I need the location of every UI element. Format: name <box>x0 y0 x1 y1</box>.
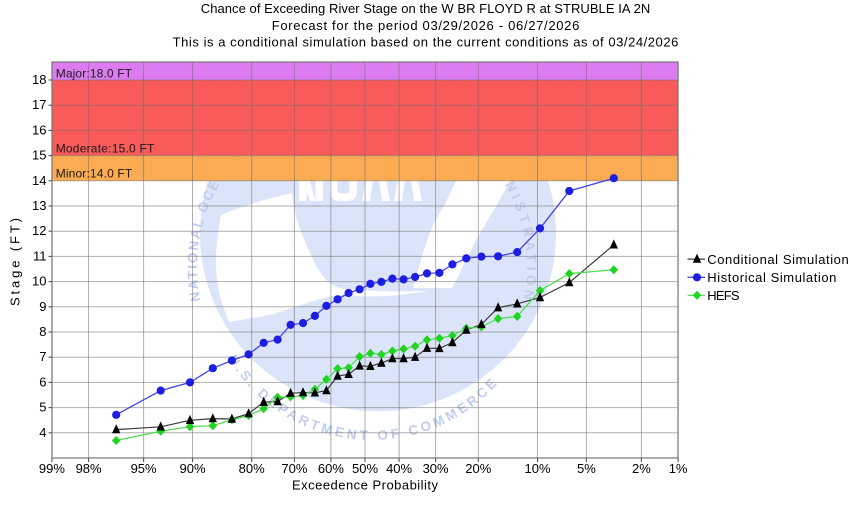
svg-text:8: 8 <box>39 324 46 339</box>
svg-text:5: 5 <box>39 400 46 415</box>
svg-text:Exceedence Probability: Exceedence Probability <box>292 478 439 493</box>
svg-text:60%: 60% <box>318 461 344 476</box>
svg-text:14: 14 <box>32 173 46 188</box>
svg-text:17: 17 <box>32 97 46 112</box>
svg-text:15: 15 <box>32 148 46 163</box>
svg-text:Minor:14.0 FT: Minor:14.0 FT <box>56 167 133 181</box>
svg-text:70%: 70% <box>281 461 307 476</box>
svg-text:80%: 80% <box>239 461 265 476</box>
svg-text:18: 18 <box>32 72 46 87</box>
svg-text:99%: 99% <box>39 461 65 476</box>
svg-text:This is a conditional simulati: This is a conditional simulation based o… <box>173 34 679 49</box>
svg-text:40%: 40% <box>386 461 412 476</box>
svg-text:Chance of Exceeding River Stag: Chance of Exceeding River Stage on the W… <box>201 1 651 16</box>
svg-text:7: 7 <box>39 349 46 364</box>
svg-text:9: 9 <box>39 299 46 314</box>
svg-text:5%: 5% <box>577 461 596 476</box>
svg-text:Conditional Simulation: Conditional Simulation <box>707 252 848 267</box>
svg-text:30%: 30% <box>423 461 449 476</box>
svg-text:Stage (FT): Stage (FT) <box>8 218 23 306</box>
svg-text:Forecast for the period 03/29/: Forecast for the period 03/29/2026 - 06/… <box>272 18 580 33</box>
svg-text:13: 13 <box>32 198 46 213</box>
svg-text:50%: 50% <box>352 461 378 476</box>
svg-text:6: 6 <box>39 374 46 389</box>
svg-text:2%: 2% <box>632 461 651 476</box>
svg-text:95%: 95% <box>131 461 157 476</box>
svg-text:98%: 98% <box>76 461 102 476</box>
svg-text:HEFS: HEFS <box>707 288 740 303</box>
svg-text:10: 10 <box>32 274 46 289</box>
svg-text:Moderate:15.0 FT: Moderate:15.0 FT <box>56 142 155 156</box>
svg-text:Historical Simulation: Historical Simulation <box>707 270 836 285</box>
svg-text:4: 4 <box>39 425 46 440</box>
svg-text:11: 11 <box>33 248 47 263</box>
svg-text:20%: 20% <box>465 461 491 476</box>
svg-text:1%: 1% <box>669 461 688 476</box>
svg-text:10%: 10% <box>524 461 550 476</box>
svg-text:Major:18.0 FT: Major:18.0 FT <box>56 67 133 81</box>
svg-text:16: 16 <box>32 122 46 137</box>
svg-text:12: 12 <box>32 223 46 238</box>
svg-text:90%: 90% <box>179 461 205 476</box>
